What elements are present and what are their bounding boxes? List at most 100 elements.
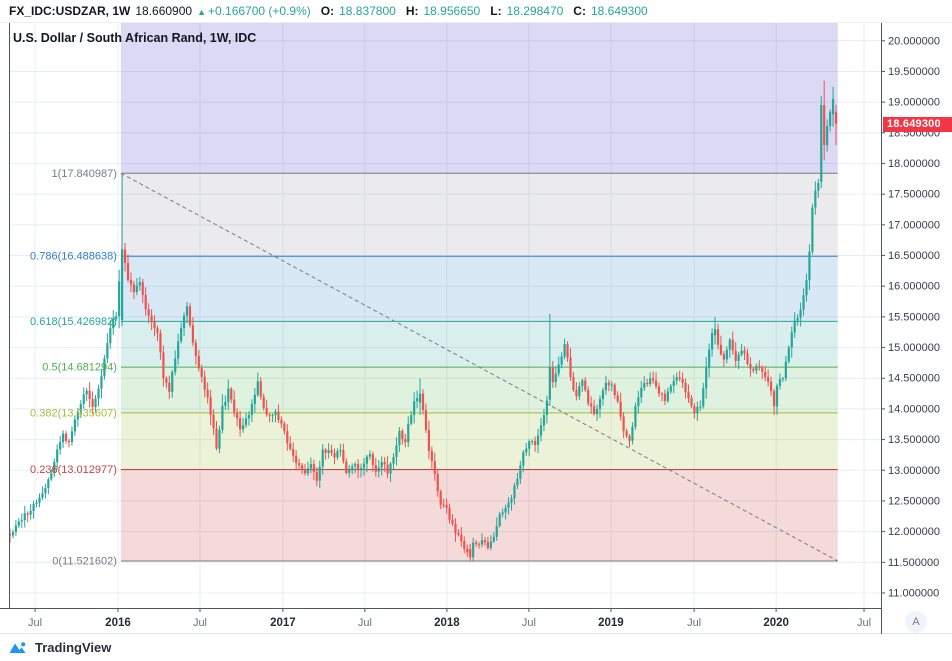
price-tick-label: 20.000000	[888, 35, 940, 47]
candle-body	[413, 401, 416, 416]
candle-body	[88, 390, 91, 400]
candle-body	[315, 471, 318, 481]
open-value: 18.837800	[339, 4, 396, 18]
candle-body	[70, 431, 74, 442]
candle-body	[410, 415, 413, 424]
price-tick-label: 15.000000	[888, 342, 940, 354]
fib-band	[120, 412, 838, 470]
candle-body	[327, 450, 330, 453]
price-tick-label: 16.000000	[888, 281, 940, 293]
candle-body	[132, 284, 135, 293]
change-value: +0.166700 (+0.9%)	[208, 4, 311, 18]
fib-level-label[interactable]: 0.786(16.488638)	[30, 251, 117, 263]
candle-body	[421, 393, 425, 411]
candle-body	[693, 406, 696, 414]
price-tick-label: 19.500000	[888, 66, 940, 78]
fib-level-label[interactable]: 0.5(14.681294)	[42, 362, 117, 374]
candle-body	[386, 464, 389, 474]
candle-body	[362, 463, 366, 468]
candle-body	[764, 371, 767, 378]
fib-trendline[interactable]	[120, 172, 839, 562]
price-tick-label: 13.000000	[888, 465, 940, 477]
fib-level-label[interactable]: 0.236(13.012977)	[30, 464, 117, 476]
candle-body	[197, 356, 200, 369]
candles-layer	[8, 80, 838, 561]
candle-body	[469, 548, 472, 558]
tradingview-logo-icon[interactable]	[8, 640, 29, 655]
price-tick-label: 14.000000	[888, 403, 940, 415]
candle-body	[79, 404, 82, 412]
candle-body	[463, 541, 466, 549]
fib-level-label[interactable]: 0(11.521602)	[52, 555, 117, 567]
candle-body	[73, 419, 76, 432]
candle-body	[274, 411, 277, 416]
candle-body	[138, 282, 141, 286]
candle-body	[233, 399, 236, 413]
candle-body	[244, 418, 248, 426]
candle-body	[761, 367, 764, 372]
candle-body	[593, 406, 596, 415]
chart-area[interactable]: 11.000000 11.500000 12.000000 12.500000 13.0…	[0, 22, 952, 634]
close-label: C:	[573, 4, 586, 18]
candle-body	[171, 371, 174, 392]
candle-body	[76, 411, 79, 420]
candle-body	[781, 378, 784, 380]
candle-body	[811, 207, 814, 252]
candle-body	[743, 350, 746, 354]
candle-body	[663, 393, 666, 401]
chart-canvas[interactable]: 11.000000 11.500000 12.000000 12.500000 13.0…	[0, 23, 952, 634]
candle-body	[389, 463, 392, 474]
candle-body	[224, 401, 227, 406]
candle-body	[572, 376, 575, 390]
candle-body	[696, 406, 699, 414]
candle-body	[740, 350, 743, 355]
candle-body	[262, 396, 265, 408]
candle-body	[755, 366, 758, 371]
candle-body	[758, 366, 761, 368]
candle-body	[634, 406, 637, 427]
legend-title[interactable]: U.S. Dollar / South African Rand, 1W, ID…	[13, 31, 257, 45]
fib-level-label[interactable]: 0.618(15.426982)	[30, 316, 117, 328]
candle-body	[619, 401, 622, 417]
high-value: 18.956650	[423, 4, 481, 18]
candle-body	[404, 439, 407, 443]
candle-body	[823, 105, 826, 146]
footer: TradingView	[0, 633, 952, 661]
candle-body	[669, 386, 672, 392]
candle-body	[398, 430, 401, 446]
price-axis[interactable]: 11.000000 11.500000 12.000000 12.500000 13.0…	[881, 23, 940, 634]
time-tick-label: Jul	[28, 617, 42, 629]
time-tick-label: Jul	[358, 617, 372, 629]
candle-body	[631, 426, 634, 441]
candle-body	[416, 398, 419, 402]
candle-body	[563, 344, 566, 357]
candle-body	[560, 356, 563, 365]
candle-body	[85, 390, 88, 395]
candle-body	[23, 513, 26, 521]
fib-level-label[interactable]: 1(17.840987)	[51, 168, 116, 180]
candle-body	[342, 449, 345, 462]
candle-body	[643, 382, 646, 388]
candle-body	[135, 285, 138, 293]
candle-body	[483, 540, 487, 543]
fib-level-label[interactable]: 0.382(13.935607)	[30, 407, 117, 419]
candle-body	[333, 452, 336, 458]
candle-body	[578, 386, 581, 397]
candle-body	[587, 389, 590, 404]
candle-body	[657, 386, 661, 394]
candle-body	[625, 431, 628, 436]
symbol-name[interactable]: FX_IDC:USDZAR, 1W	[9, 4, 131, 18]
high-label: H:	[405, 4, 419, 18]
brand-name[interactable]: TradingView	[35, 640, 112, 655]
candle-body	[492, 536, 495, 542]
auto-scale-button[interactable]: A	[905, 611, 927, 633]
price-tick-label: 13.500000	[888, 434, 940, 446]
candle-body	[427, 429, 430, 452]
candle-body	[106, 343, 109, 359]
candle-body	[221, 405, 224, 430]
candle-body	[250, 404, 253, 415]
candle-body	[312, 464, 315, 472]
time-axis[interactable]: Jul 2016 Jul 2017 Jul 2018 Jul 2019 Jul 2020 Jul	[0, 608, 882, 629]
candle-body	[277, 411, 280, 420]
candle-body	[303, 469, 307, 474]
